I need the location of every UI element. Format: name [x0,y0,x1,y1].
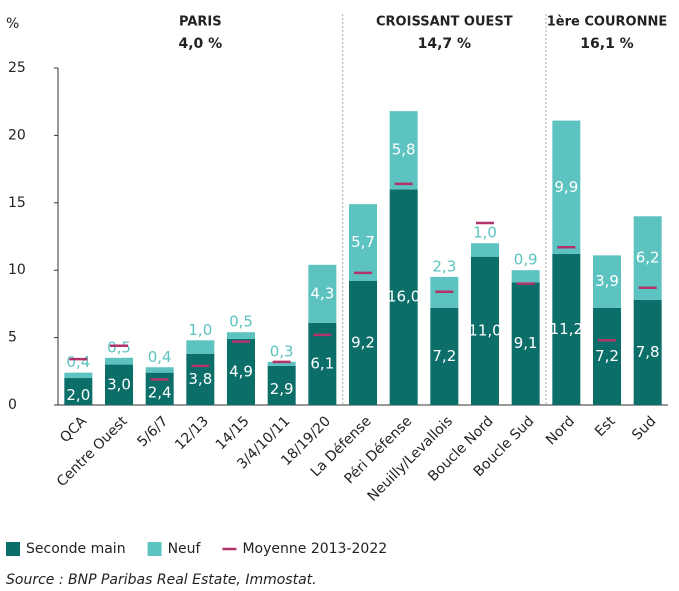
bar-segment [145,372,174,405]
legend-swatch [6,542,20,556]
data-label: 0,4 [148,348,172,366]
data-label: 0,4 [66,353,90,371]
x-tick-label: Est [592,413,619,440]
x-tick-label: Sud [629,413,659,443]
group-title: PARIS [179,15,222,30]
data-label: 1,0 [188,321,212,339]
source: Source : BNP Paribas Real Estate, Immost… [6,572,317,588]
bar-segment [593,307,621,405]
x-tick-label: 12/13 [172,413,212,453]
x-tick-label: QCA [57,413,90,446]
data-label: 6,1 [310,354,334,372]
bar-segment [349,280,377,405]
data-label: 4,9 [229,362,253,380]
bar-segment [186,353,215,405]
y-tick-label: 20 [8,127,26,143]
x-tick-label: Nord [543,413,578,448]
data-label: 5,7 [351,233,375,251]
bar-segment [186,340,215,354]
legend-label: Seconde main [26,541,126,557]
bar-segment [349,204,377,281]
bar-segment [430,307,459,405]
bar-segment [64,372,93,379]
bar-segment [308,322,337,405]
bar-segment [64,378,93,405]
bar-segment [552,254,581,405]
x-tick-label: Centre Ouest [54,413,131,490]
data-label: 3,0 [107,375,131,393]
bar-segment [593,255,621,308]
bar-segment [267,361,296,366]
bar-segment [389,111,418,190]
data-label: 4,3 [310,284,334,302]
data-label: 0,3 [270,342,294,360]
group-value: 16,1 % [580,36,633,52]
bar-segment [227,332,255,339]
data-label: 11,0 [468,321,501,339]
bar-segment [389,189,418,405]
data-label: 2,3 [432,257,456,275]
data-label: 7,2 [432,347,456,365]
data-label: 16,0 [387,288,420,306]
data-label: 3,9 [595,272,619,290]
x-tick-label: 5/6/7 [134,413,171,450]
bar-segment [471,243,499,257]
bar-segment [633,299,662,405]
data-label: 6,2 [636,249,660,267]
y-axis-label: % [6,16,19,32]
bar-segment [308,264,337,323]
y-tick-label: 15 [8,195,26,211]
data-label: 0,5 [107,338,131,356]
data-label: 3,8 [188,370,212,388]
data-label: 9,1 [514,334,538,352]
y-tick-label: 10 [8,262,26,278]
legend-label: Moyenne 2013-2022 [242,541,387,557]
y-tick-label: 25 [8,60,26,76]
bar-segment [511,282,540,405]
bar-segment [633,216,662,300]
legend-label: Neuf [168,541,202,557]
data-label: 2,9 [270,380,294,398]
y-tick-label: 0 [8,397,17,413]
data-label: 11,2 [550,320,583,338]
data-label: 2,4 [148,383,172,401]
group-title: 1ère COURONNE [547,15,667,30]
bar-segment [511,270,540,283]
data-label: 7,2 [595,347,619,365]
data-label: 1,0 [473,224,497,242]
bar-segment [267,365,296,405]
bar-segment [227,338,255,405]
data-label: 5,8 [392,141,416,159]
bar-segment [552,120,581,255]
bar-segment [105,357,133,365]
group-value: 14,7 % [418,36,471,52]
x-tick-label: 14/15 [213,413,253,453]
group-title: CROISSANT OUEST [376,15,513,30]
group-value: 4,0 % [178,36,222,52]
data-label: 9,9 [554,178,578,196]
data-label: 7,8 [636,343,660,361]
bar-segment [145,367,174,373]
data-label: 2,0 [66,386,90,404]
data-label: 0,5 [229,313,253,331]
data-label: 9,2 [351,333,375,351]
y-tick-label: 5 [8,330,17,346]
legend-swatch [147,542,162,556]
data-label: 0,9 [514,251,538,269]
bar-segment [105,364,133,405]
bar-segment [471,256,499,405]
